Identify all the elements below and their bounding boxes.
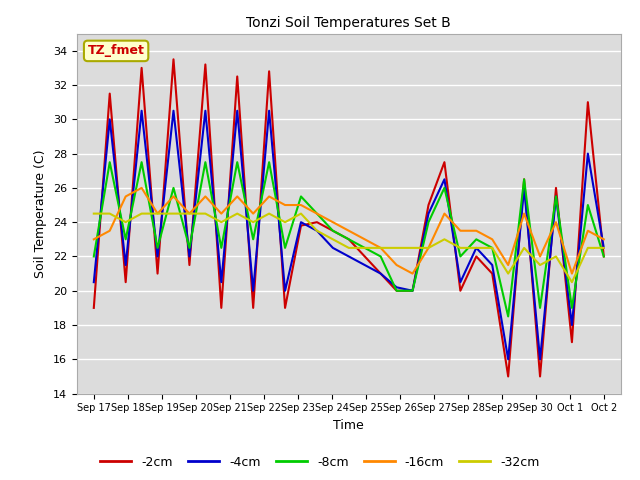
Legend: -2cm, -4cm, -8cm, -16cm, -32cm: -2cm, -4cm, -8cm, -16cm, -32cm — [95, 451, 545, 474]
Text: TZ_fmet: TZ_fmet — [88, 44, 145, 58]
Title: Tonzi Soil Temperatures Set B: Tonzi Soil Temperatures Set B — [246, 16, 451, 30]
Y-axis label: Soil Temperature (C): Soil Temperature (C) — [35, 149, 47, 278]
X-axis label: Time: Time — [333, 419, 364, 432]
